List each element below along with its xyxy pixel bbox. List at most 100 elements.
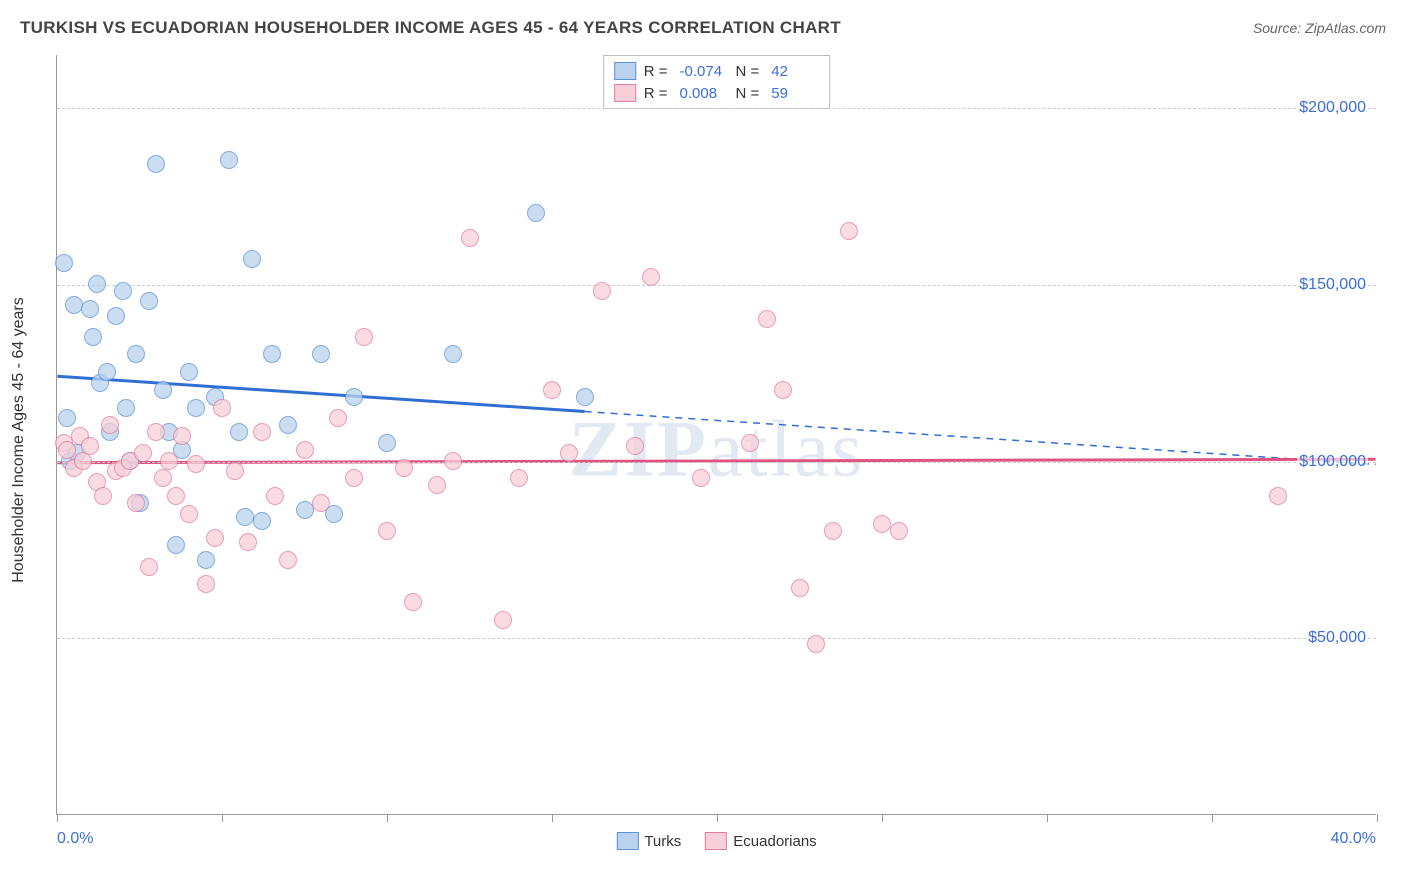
data-point (560, 444, 578, 462)
data-point (58, 409, 76, 427)
data-point (88, 275, 106, 293)
data-point (890, 522, 908, 540)
data-point (81, 437, 99, 455)
data-point (873, 515, 891, 533)
data-point (494, 611, 512, 629)
data-point (1269, 487, 1287, 505)
data-point (279, 416, 297, 434)
data-point (58, 441, 76, 459)
n-value: 59 (767, 85, 819, 102)
data-point (253, 512, 271, 530)
legend-swatch (616, 832, 638, 850)
data-point (114, 282, 132, 300)
series-legend: Turks Ecuadorians (616, 832, 816, 850)
data-point (127, 494, 145, 512)
data-point (378, 434, 396, 452)
x-tick (552, 814, 553, 822)
data-point (355, 328, 373, 346)
data-point (243, 250, 261, 268)
data-point (824, 522, 842, 540)
source-attribution: Source: ZipAtlas.com (1253, 20, 1386, 36)
data-point (329, 409, 347, 427)
data-point (94, 487, 112, 505)
data-point (345, 388, 363, 406)
legend-swatch (705, 832, 727, 850)
data-point (807, 635, 825, 653)
data-point (230, 423, 248, 441)
data-point (840, 222, 858, 240)
data-point (167, 536, 185, 554)
data-point (296, 501, 314, 519)
gridline (57, 462, 1376, 463)
x-tick-label: 0.0% (57, 830, 93, 848)
data-point (253, 423, 271, 441)
legend-swatch (614, 84, 636, 102)
data-point (213, 399, 231, 417)
data-point (167, 487, 185, 505)
r-value: 0.008 (676, 85, 728, 102)
data-point (404, 593, 422, 611)
data-point (345, 469, 363, 487)
y-tick-label: $200,000 (1297, 99, 1368, 117)
data-point (741, 434, 759, 452)
legend-swatch (614, 62, 636, 80)
data-point (378, 522, 396, 540)
legend-item: Ecuadorians (705, 832, 816, 850)
data-point (140, 558, 158, 576)
data-point (543, 381, 561, 399)
x-tick (1212, 814, 1213, 822)
watermark: ZIPatlas (569, 404, 865, 495)
data-point (692, 469, 710, 487)
data-point (642, 268, 660, 286)
stats-legend: R =-0.074N =42R =0.008N =59 (603, 55, 831, 109)
gridline (57, 638, 1376, 639)
data-point (134, 444, 152, 462)
scatter-chart: ZIPatlas R =-0.074N =42R =0.008N =59 Tur… (56, 55, 1376, 815)
data-point (527, 204, 545, 222)
data-point (428, 476, 446, 494)
data-point (461, 229, 479, 247)
data-point (236, 508, 254, 526)
data-point (65, 296, 83, 314)
x-tick (1047, 814, 1048, 822)
data-point (266, 487, 284, 505)
data-point (173, 427, 191, 445)
y-tick-label: $50,000 (1306, 629, 1368, 647)
data-point (774, 381, 792, 399)
regression-line (57, 376, 584, 411)
data-point (147, 423, 165, 441)
data-point (84, 328, 102, 346)
data-point (180, 505, 198, 523)
data-point (576, 388, 594, 406)
data-point (395, 459, 413, 477)
legend-item: Turks (616, 832, 681, 850)
data-point (197, 551, 215, 569)
data-point (107, 307, 125, 325)
data-point (154, 469, 172, 487)
data-point (758, 310, 776, 328)
data-point (312, 494, 330, 512)
data-point (263, 345, 281, 363)
data-point (140, 292, 158, 310)
data-point (55, 254, 73, 272)
y-tick-label: $100,000 (1297, 453, 1368, 471)
data-point (81, 300, 99, 318)
data-point (593, 282, 611, 300)
chart-header: TURKISH VS ECUADORIAN HOUSEHOLDER INCOME… (20, 18, 1386, 38)
chart-title: TURKISH VS ECUADORIAN HOUSEHOLDER INCOME… (20, 18, 841, 38)
data-point (147, 155, 165, 173)
y-axis-label: Householder Income Ages 45 - 64 years (10, 297, 28, 583)
data-point (187, 455, 205, 473)
regression-line-extrapolated (585, 412, 1376, 465)
x-tick (882, 814, 883, 822)
data-point (117, 399, 135, 417)
r-value: -0.074 (676, 63, 728, 80)
n-value: 42 (767, 63, 819, 80)
data-point (127, 345, 145, 363)
x-tick-label: 40.0% (1331, 830, 1376, 848)
data-point (239, 533, 257, 551)
legend-label: Turks (644, 833, 681, 850)
x-tick (387, 814, 388, 822)
legend-label: Ecuadorians (733, 833, 816, 850)
data-point (187, 399, 205, 417)
